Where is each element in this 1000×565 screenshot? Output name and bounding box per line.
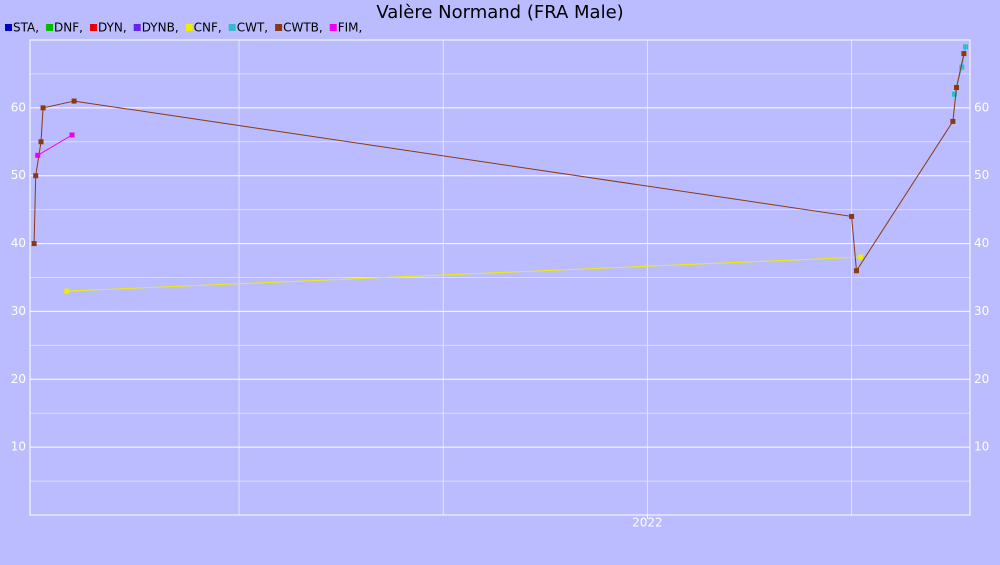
y2-tick-label: 50 [974,168,989,182]
legend-swatch [185,24,193,31]
point [38,139,44,145]
legend-label: DYNB, [142,21,179,35]
series-line [37,134,73,156]
legend-swatch [228,24,236,31]
y-tick-label: 10 [11,440,26,454]
legend-label: CNF, [194,21,222,35]
legend-label: STA, [13,21,39,35]
legend-swatch [5,24,12,31]
y2-tick-label: 10 [974,440,989,454]
legend-swatch [329,24,337,31]
point [950,118,956,124]
chart-title: Valère Normand (FRA Male) [376,2,623,23]
y-tick-label: 20 [11,372,26,386]
legend-label: CWTB, [283,21,323,35]
legend-swatch [133,24,141,31]
point [849,213,855,219]
legend-label: DYN, [98,21,127,35]
point [40,105,46,111]
legend-label: CWT, [237,21,268,35]
y2-tick-label: 40 [974,236,989,250]
y-tick-label: 60 [11,100,26,114]
x-tick-label: 2022 [632,516,663,530]
y-tick-label: 30 [11,304,26,318]
point [35,152,41,158]
point [961,51,967,57]
point [64,288,70,294]
point [954,85,960,90]
point [963,44,969,50]
point [71,98,77,104]
point [33,173,39,179]
y2-tick-label: 30 [974,304,989,318]
point [951,91,957,97]
y2-tick-label: 60 [974,100,989,114]
legend-swatch [89,24,97,31]
series-line [33,53,965,273]
y-tick-label: 40 [11,236,26,250]
point [959,64,965,70]
point [858,254,864,260]
point [69,132,75,138]
point [31,241,37,247]
y-tick-label: 50 [11,168,26,182]
legend-swatch [46,24,54,31]
series-line [66,256,861,292]
legend-swatch [275,24,283,31]
y2-tick-label: 20 [974,372,989,386]
plot-frame [29,39,971,516]
legend-label: FIM, [338,21,363,35]
legend-label: DNF, [54,21,83,35]
point [853,268,859,274]
